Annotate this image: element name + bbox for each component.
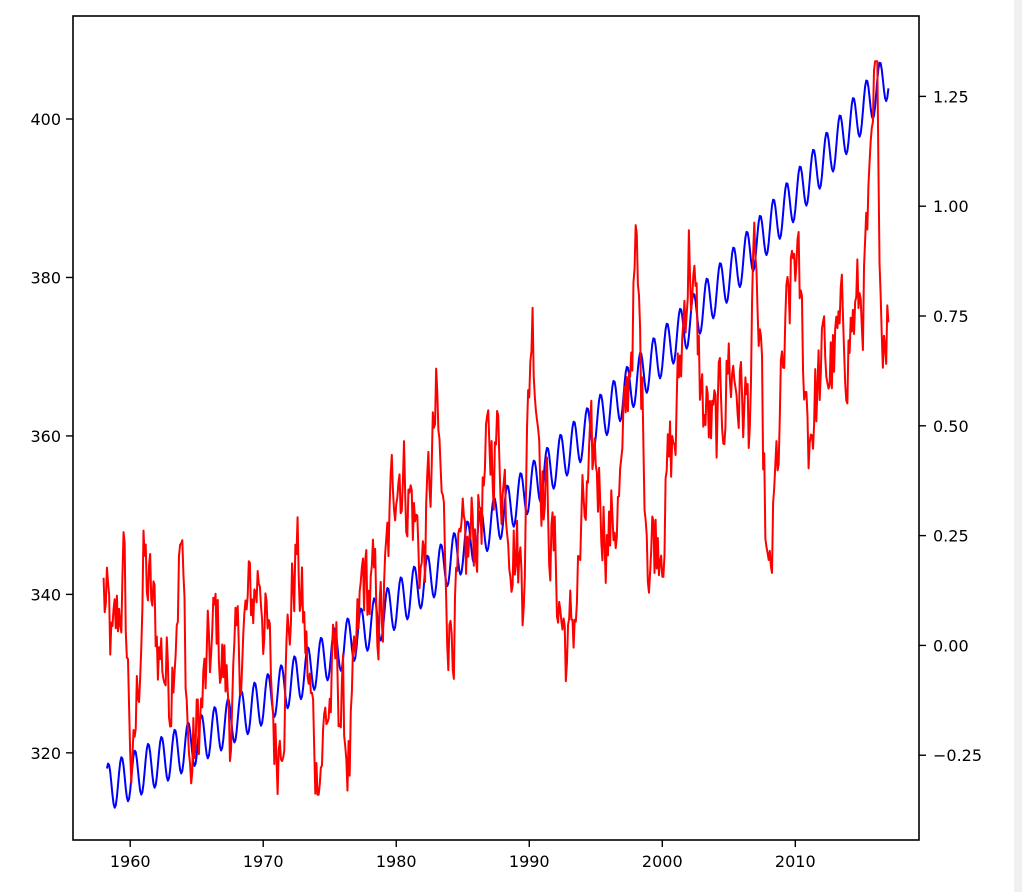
y-right-tick-label: 0.75 <box>933 307 969 326</box>
y-right-tick-label: −0.25 <box>933 746 982 765</box>
plot-frame <box>72 15 920 841</box>
y-left-tick-label: 400 <box>30 110 61 129</box>
temperature-series-line <box>102 60 890 796</box>
y-left-tick-label: 320 <box>30 744 61 763</box>
y-right-tick-label: 0.00 <box>933 636 969 655</box>
y-left-tick-label: 340 <box>30 585 61 604</box>
x-tick-label: 1980 <box>376 852 417 871</box>
y-left-tick-label: 360 <box>30 427 61 446</box>
x-tick-label: 2000 <box>642 852 683 871</box>
window-edge-strip <box>1014 0 1022 892</box>
y-right-tick-label: 1.00 <box>933 197 969 216</box>
x-tick-label: 2010 <box>775 852 816 871</box>
series-layer <box>102 60 890 809</box>
x-axis: 1960 1970 1980 1990 2000 2010 <box>110 840 816 871</box>
x-tick-label: 1990 <box>509 852 550 871</box>
y-left-tick-label: 380 <box>30 268 61 287</box>
co2-series-line <box>105 61 890 809</box>
plot-area <box>102 60 890 809</box>
x-tick-label: 1960 <box>110 852 151 871</box>
y-right-tick-label: 1.25 <box>933 87 969 106</box>
y-right-tick-label: 0.25 <box>933 527 969 546</box>
y-axis-right: −0.25 0.00 0.25 0.50 0.75 1.00 1.25 <box>919 87 982 765</box>
x-tick-label: 1970 <box>243 852 284 871</box>
y-axis-left: 320 340 360 380 400 <box>30 110 73 763</box>
y-right-tick-label: 0.50 <box>933 417 969 436</box>
